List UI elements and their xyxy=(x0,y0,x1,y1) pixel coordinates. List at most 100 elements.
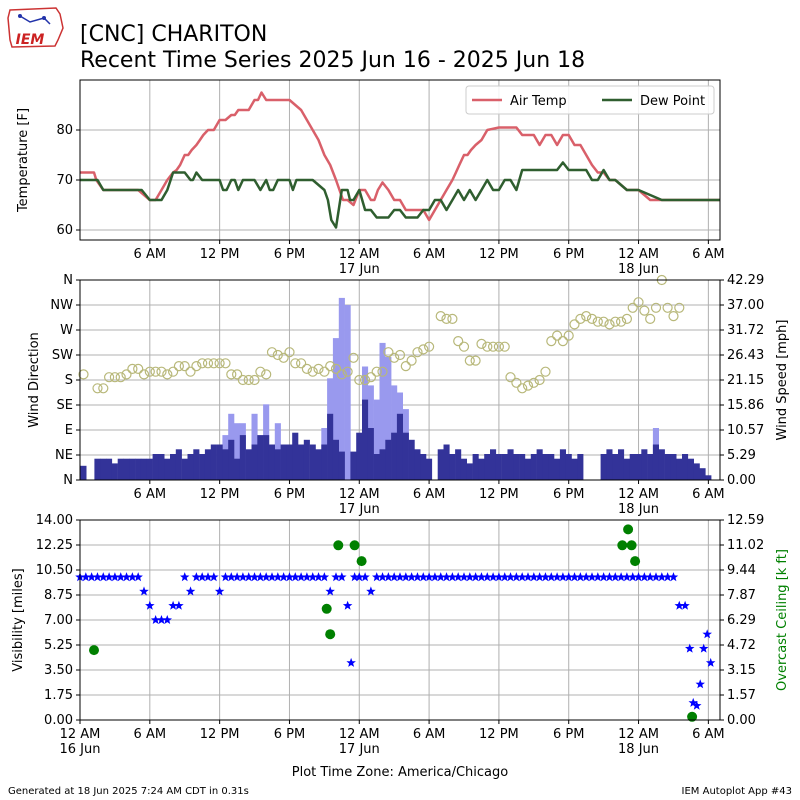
wind-speed-bar xyxy=(234,458,241,480)
wind-direction-point xyxy=(354,374,365,386)
wind-speed-bar xyxy=(402,432,409,480)
visibility-point xyxy=(249,572,260,582)
visibility-point xyxy=(238,572,248,582)
visibility-point xyxy=(168,600,178,610)
wind-direction-tick-label: S xyxy=(65,373,73,388)
wind-speed-bar xyxy=(367,428,374,480)
wind-direction-point xyxy=(528,377,539,388)
wind-direction-point xyxy=(365,372,376,383)
wind-direction-tick-label: SW xyxy=(52,348,73,363)
ceiling-tick-label: 1.57 xyxy=(727,688,756,703)
wind-speed-bar xyxy=(152,454,159,480)
wind-speed-bar xyxy=(315,449,322,480)
wind-speed-bar xyxy=(420,454,427,480)
visibility-point xyxy=(598,572,609,582)
wind-speed-bar xyxy=(175,449,182,480)
ceiling-point xyxy=(349,540,360,551)
wind-direction-point xyxy=(441,313,452,324)
visibility-point xyxy=(540,572,551,582)
wind-direction-point xyxy=(377,366,388,377)
legend-dew-point: Dew Point xyxy=(640,94,705,109)
wind-direction-point xyxy=(470,355,481,366)
visibility-point xyxy=(244,572,254,582)
wind-speed-bar xyxy=(664,454,671,480)
temperature-ytick-label: 70 xyxy=(56,173,73,188)
wind-xtick-label: 12 AM xyxy=(339,487,380,502)
wind-direction-point xyxy=(202,358,214,369)
visibility-point xyxy=(459,572,469,582)
visibility-point xyxy=(197,572,207,582)
wind-direction-point xyxy=(400,361,411,372)
visibility-point xyxy=(424,572,434,582)
wind-direction-point xyxy=(383,347,394,358)
visibility-point xyxy=(133,572,143,582)
ceiling-tick-label: 7.87 xyxy=(727,588,756,603)
visibility-point xyxy=(633,572,644,582)
wind-speed-tick-label: 26.43 xyxy=(727,348,764,363)
wind-speed-bar xyxy=(274,449,281,480)
wind-speed-bar xyxy=(181,458,188,480)
ceiling-point xyxy=(623,524,634,535)
logo-text: IEM xyxy=(16,32,45,48)
visibility-point xyxy=(575,572,586,582)
wind-speed-bar xyxy=(321,444,328,480)
visibility-point xyxy=(639,572,650,582)
temperature-ytick-label: 60 xyxy=(56,223,73,238)
wind-speed-ylabel: Wind Speed [mph] xyxy=(775,320,790,441)
visibility-point xyxy=(220,572,231,582)
wind-direction-point xyxy=(476,338,487,349)
wind-speed-bar xyxy=(612,454,619,480)
wind-speed-bar xyxy=(699,468,706,480)
visibility-point xyxy=(695,679,705,689)
wind-direction-point xyxy=(389,352,400,363)
wind-speed-bar xyxy=(338,451,345,480)
wind-speed-bar xyxy=(268,444,275,480)
ceiling-point xyxy=(687,711,698,722)
legend-air-temp: Air Temp xyxy=(510,94,567,109)
gust-bar xyxy=(344,305,351,480)
wind-direction-point xyxy=(435,311,446,322)
visibility-point xyxy=(98,572,108,582)
footer-generated: Generated at 18 Jun 2025 7:24 AM CDT in … xyxy=(8,786,249,797)
visibility-point xyxy=(81,572,91,582)
wind-speed-bar xyxy=(693,463,700,480)
wind-speed-bar xyxy=(94,458,101,480)
visibility-point xyxy=(255,572,266,582)
wind-speed-bar xyxy=(106,458,113,480)
wind-speed-bar xyxy=(332,439,339,480)
visibility-point xyxy=(674,600,684,610)
wind-speed-bar xyxy=(577,454,584,480)
visibility-point xyxy=(284,572,295,582)
visibility-point xyxy=(680,600,690,610)
wind-direction-point xyxy=(592,316,603,327)
wind-speed-bar xyxy=(554,458,561,480)
wind-direction-point xyxy=(546,336,557,347)
ceiling-point xyxy=(325,629,336,640)
visibility-point xyxy=(436,572,446,582)
wind-direction-point xyxy=(185,366,196,377)
wind-direction-point xyxy=(342,366,353,377)
wind-speed-bar xyxy=(239,435,246,480)
ceiling-point xyxy=(333,540,344,551)
visibility-point xyxy=(412,572,423,582)
wind-speed-bar xyxy=(100,458,107,480)
ceiling-ylabel: Overcast Ceiling [k ft] xyxy=(775,549,790,691)
wind-direction-point xyxy=(278,352,289,363)
visibility-point xyxy=(116,572,126,582)
wind-speed-bar xyxy=(495,454,502,480)
wind-speed-bar xyxy=(548,454,555,480)
series-line-dew-point xyxy=(80,161,720,229)
ceiling-tick-label: 6.29 xyxy=(727,613,756,628)
wind-direction-point xyxy=(144,366,155,377)
wind-direction-point xyxy=(534,374,545,386)
wind-speed-tick-label: 21.15 xyxy=(727,373,764,388)
ceiling-tick-label: 3.15 xyxy=(727,663,756,678)
ceiling-tick-label: 9.44 xyxy=(727,563,756,578)
gust-bar xyxy=(379,342,386,480)
wind-direction-point xyxy=(133,363,144,374)
temperature-xtick-label: 6 PM xyxy=(274,247,305,262)
wind-direction-point xyxy=(633,297,644,308)
visibility-point xyxy=(104,572,114,582)
visibility-xtick-label: 12 AM xyxy=(339,727,380,742)
